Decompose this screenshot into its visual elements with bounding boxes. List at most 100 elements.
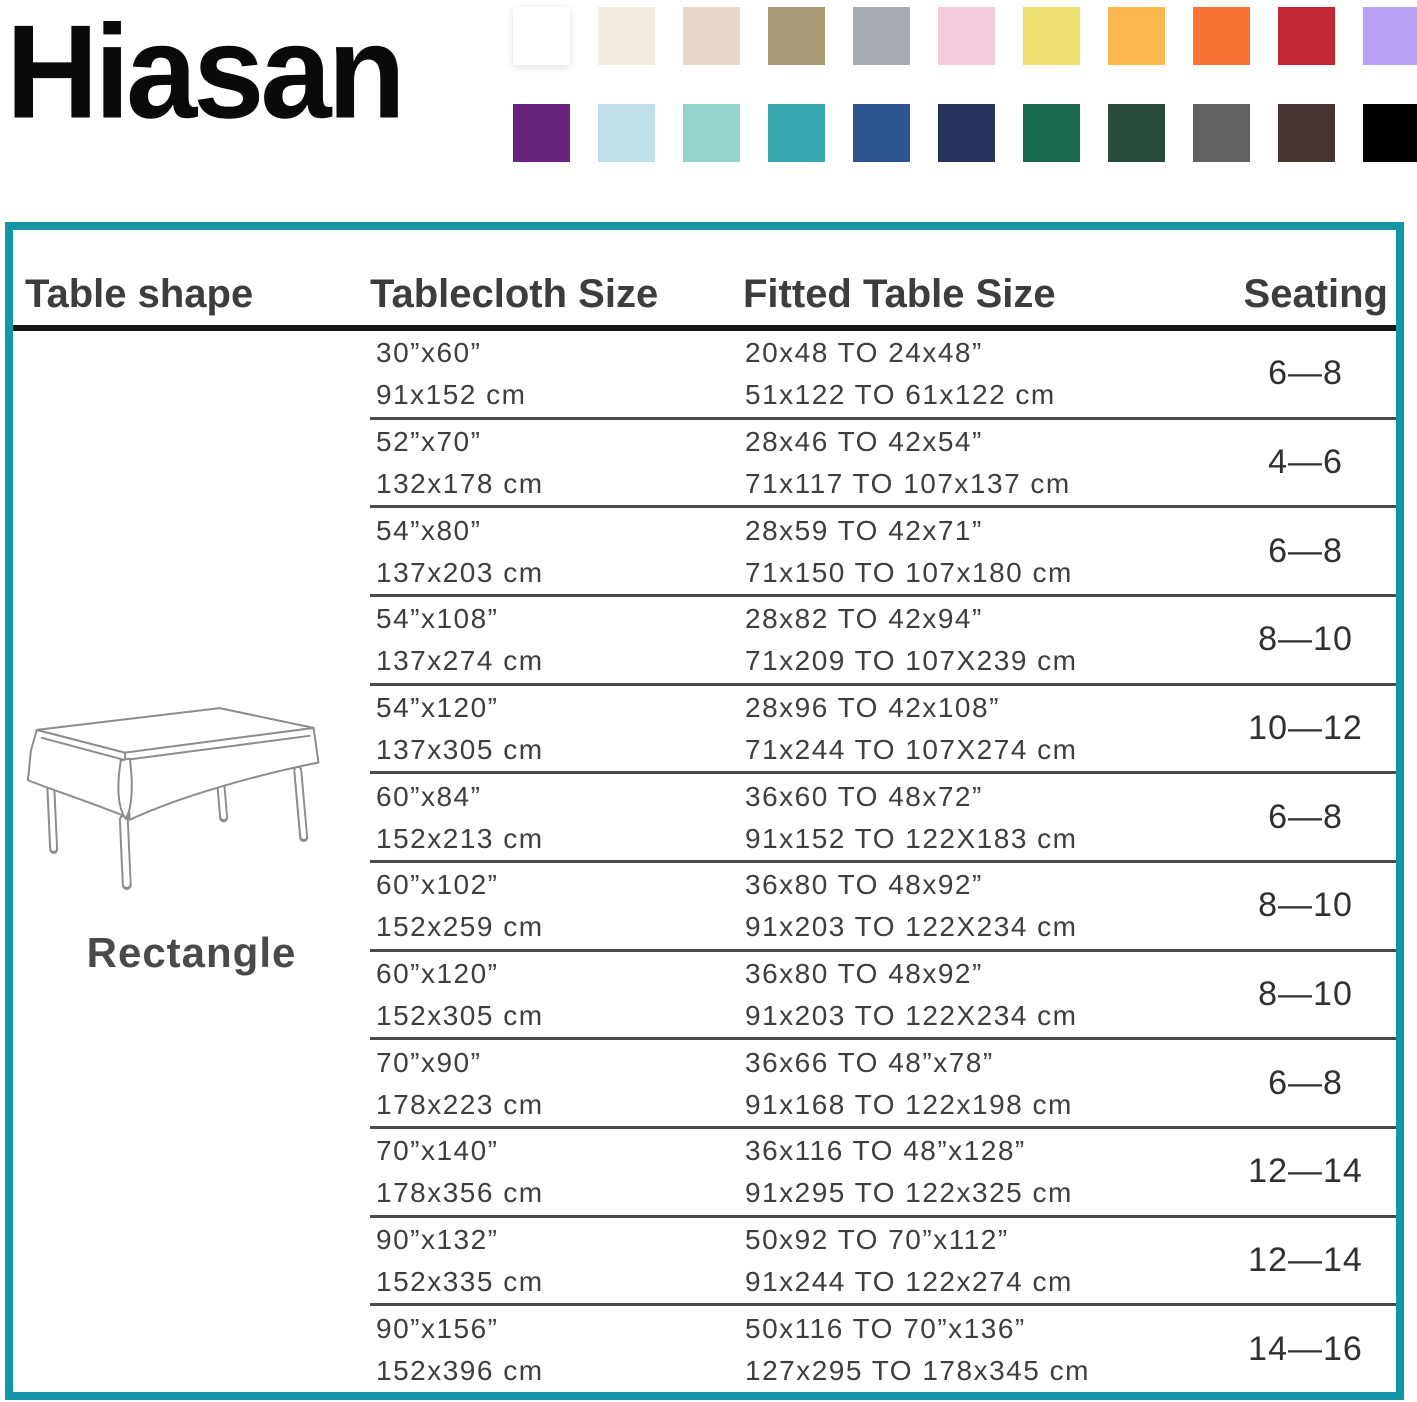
cloth-right-skirt [123, 726, 319, 821]
color-swatch-yellow [1023, 7, 1080, 65]
fitted-size-cm: 71x150 TO 107x180 cm [745, 556, 1073, 588]
fitted-size-cm: 51x122 TO 61x122 cm [745, 379, 1056, 411]
size-chart: Table shape Tablecloth Size Fitted Table… [5, 222, 1404, 1400]
fitted-size-cm: 91x203 TO 122X234 cm [745, 1000, 1078, 1032]
color-swatch-aqua [683, 104, 740, 162]
color-swatch-marigold [1108, 7, 1165, 65]
table-shape-cell: Rectangle [13, 331, 370, 1392]
seating-range: 12—14 [1248, 1241, 1363, 1280]
tablecloth-size-inches: 90”x132” [376, 1224, 499, 1256]
column-header-seating: Seating [1243, 272, 1388, 316]
size-rows: 30”x60” 91x152 cm 20x48 TO 24x48” 51x122… [370, 331, 1396, 1392]
table-row: 54”x120” 137x305 cm 28x96 TO 42x108” 71x… [370, 686, 1396, 775]
tablecloth-size-inches: 52”x70” [376, 426, 482, 457]
color-swatch-black [1363, 104, 1417, 162]
tablecloth-size-cm: 152x259 cm [376, 911, 544, 943]
column-header-tablecloth-size: Tablecloth Size [370, 272, 659, 316]
cloth-left-skirt [26, 728, 130, 819]
shape-label: Rectangle [86, 929, 297, 976]
tablecloth-size-inches: 70”x140” [376, 1135, 499, 1167]
fitted-size-cm: 91x295 TO 122x325 cm [745, 1177, 1073, 1209]
table-row: 52”x70” 132x178 cm 28x46 TO 42x54” 71x11… [370, 420, 1396, 509]
tablecloth-size-cm: 178x223 cm [376, 1088, 544, 1120]
color-swatch-pink [938, 7, 995, 65]
color-swatch-blue [853, 104, 910, 162]
table-row: 70”x90” 178x223 cm 36x66 TO 48”x78” 91x1… [370, 1040, 1396, 1130]
column-header-table-shape: Table shape [25, 272, 254, 316]
fitted-size-inches: 28x82 TO 42x94” [745, 603, 983, 635]
color-swatch-ivory [598, 7, 655, 65]
fitted-size-cm: 91x152 TO 122X183 cm [745, 822, 1078, 854]
fitted-size-inches: 28x46 TO 42x54” [745, 426, 983, 457]
color-swatch-purple [513, 104, 570, 162]
fitted-size-cm: 71x209 TO 107X239 cm [745, 645, 1078, 677]
seating-range: 10—12 [1248, 709, 1363, 748]
table-row: 30”x60” 91x152 cm 20x48 TO 24x48” 51x122… [370, 331, 1396, 420]
cloth-corner-fold [116, 757, 133, 820]
tablecloth-size-cm: 137x203 cm [376, 556, 544, 588]
fitted-size-inches: 36x80 TO 48x92” [745, 869, 983, 901]
color-swatch-charcoal [1193, 104, 1250, 162]
table-row: 70”x140” 178x356 cm 36x116 TO 48”x128” 9… [370, 1129, 1396, 1218]
color-swatch-navy [938, 104, 995, 162]
seating-range: 6—8 [1268, 531, 1343, 570]
seating-range: 4—6 [1268, 443, 1343, 481]
tablecloth-size-inches: 54”x80” [376, 514, 482, 546]
tablecloth-size-cm: 152x305 cm [376, 1000, 544, 1032]
color-swatch-brown [1278, 104, 1335, 162]
table-row: 54”x80” 137x203 cm 28x59 TO 42x71” 71x15… [370, 508, 1396, 598]
color-swatch-lavender [1363, 7, 1417, 65]
fitted-size-cm: 91x168 TO 122x198 cm [745, 1088, 1073, 1120]
seating-range: 8—10 [1258, 620, 1353, 659]
tablecloth-size-inches: 60”x120” [376, 958, 499, 990]
fitted-size-cm: 91x203 TO 122X234 cm [745, 911, 1078, 943]
color-swatch-red [1278, 7, 1335, 65]
tablecloth-size-cm: 91x152 cm [376, 379, 527, 411]
fitted-size-inches: 36x66 TO 48”x78” [745, 1046, 994, 1078]
fitted-size-inches: 36x60 TO 48x72” [745, 780, 983, 812]
rectangle-table-illustration [26, 707, 319, 890]
color-swatch-taupe [768, 7, 825, 65]
tablecloth-size-inches: 54”x108” [376, 603, 499, 635]
tablecloth-size-cm: 152x335 cm [376, 1266, 544, 1298]
seating-range: 8—10 [1258, 975, 1353, 1014]
seating-range: 6—8 [1268, 797, 1343, 836]
fitted-size-inches: 28x96 TO 42x108” [745, 692, 1000, 724]
table-row: 60”x84” 152x213 cm 36x60 TO 48x72” 91x15… [370, 774, 1396, 864]
brand-logo: Hiasan [6, 0, 406, 147]
table-legs [45, 765, 308, 890]
fitted-size-inches: 36x116 TO 48”x128” [745, 1135, 1026, 1167]
column-header-fitted-table-size: Fitted Table Size [743, 272, 1056, 316]
tablecloth-size-cm: 152x213 cm [376, 822, 544, 854]
fitted-size-inches: 50x92 TO 70”x112” [745, 1224, 1009, 1256]
tablecloth-size-cm: 137x274 cm [376, 645, 544, 677]
fitted-size-inches: 50x116 TO 70”x136” [745, 1312, 1026, 1344]
table-row: 54”x108” 137x274 cm 28x82 TO 42x94” 71x2… [370, 597, 1396, 686]
seating-range: 8—10 [1258, 886, 1353, 925]
color-swatch-light-blue [598, 104, 655, 162]
table-row: 90”x156” 152x396 cm 50x116 TO 70”x136” 1… [370, 1306, 1396, 1392]
size-chart-body: Rectangle 30”x60” 91x152 cm 20x48 TO 24x… [13, 331, 1396, 1392]
seating-range: 14—16 [1248, 1329, 1363, 1368]
color-swatch-white [513, 7, 570, 65]
fitted-size-cm: 127x295 TO 178x345 cm [745, 1354, 1090, 1386]
color-swatch-grid [513, 7, 1417, 162]
tablecloth-size-inches: 60”x84” [376, 780, 482, 812]
tablecloth-size-cm: 132x178 cm [376, 468, 544, 499]
tablecloth-size-inches: 54”x120” [376, 692, 499, 724]
tablecloth-size-cm: 178x356 cm [376, 1177, 544, 1209]
color-swatch-beige [683, 7, 740, 65]
tablecloth-size-inches: 90”x156” [376, 1312, 499, 1344]
size-chart-header: Table shape Tablecloth Size Fitted Table… [13, 230, 1396, 331]
fitted-size-inches: 20x48 TO 24x48” [745, 337, 983, 369]
color-swatch-forest-green [1108, 104, 1165, 162]
table-row: 90”x132” 152x335 cm 50x92 TO 70”x112” 91… [370, 1218, 1396, 1307]
tablecloth-size-cm: 137x305 cm [376, 734, 544, 766]
color-swatch-teal [768, 104, 825, 162]
color-swatch-orange [1193, 7, 1250, 65]
color-swatch-gray [853, 7, 910, 65]
tablecloth-size-inches: 70”x90” [376, 1046, 482, 1078]
fitted-size-cm: 91x244 TO 122x274 cm [745, 1266, 1073, 1298]
seating-range: 12—14 [1248, 1152, 1363, 1191]
